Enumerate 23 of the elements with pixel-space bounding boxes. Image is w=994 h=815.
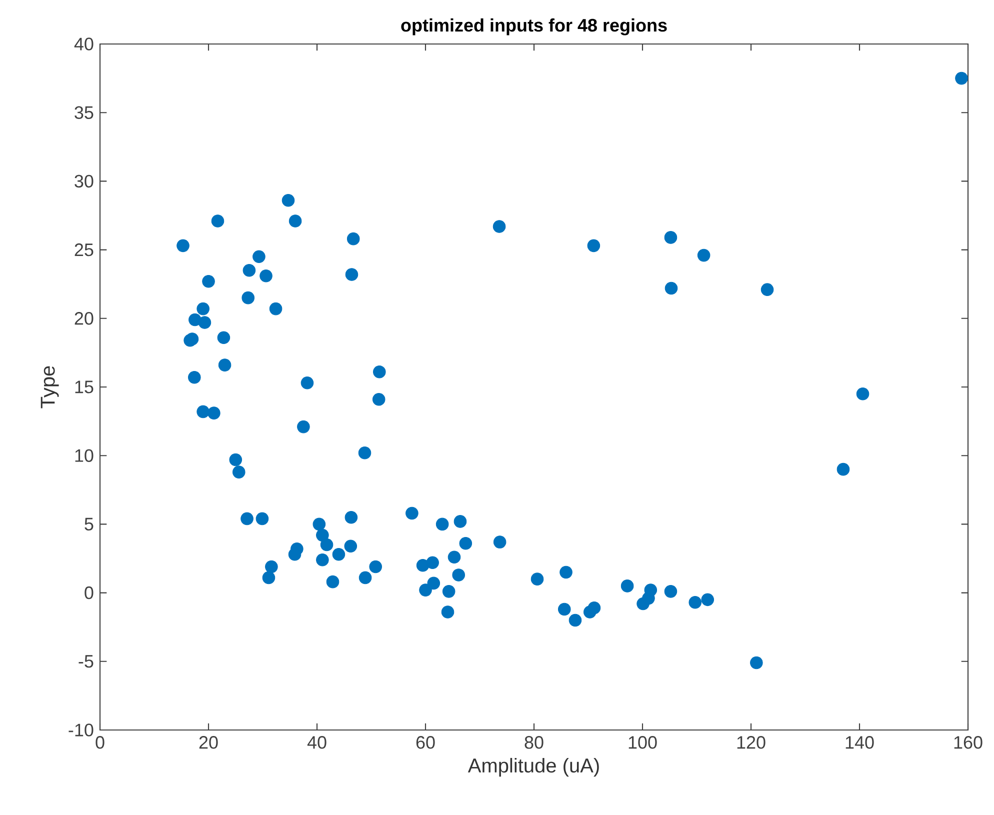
- y-tick-label: 5: [84, 518, 94, 530]
- y-tick-label: 30: [74, 174, 94, 188]
- x-tick-label: 140: [846, 736, 874, 749]
- y-tick-label: 10: [75, 449, 94, 462]
- x-tick-label: 80: [524, 736, 544, 749]
- x-tick-label: 100: [628, 736, 657, 749]
- y-tick-label: 40: [74, 38, 94, 50]
- x-tick-label: 60: [416, 736, 435, 749]
- x-tick-label: 0: [96, 736, 104, 749]
- y-axis-title: Type: [40, 366, 59, 408]
- x-tick-label: 20: [199, 736, 218, 749]
- x-tick-label: 160: [954, 736, 982, 749]
- x-tick-label: 40: [307, 736, 326, 749]
- chart-title: optimized inputs for 48 regions: [401, 18, 667, 36]
- x-axis-title: Amplitude (uA): [468, 758, 599, 777]
- x-tick-label: 120: [737, 736, 766, 749]
- y-tick-label: 15: [75, 380, 94, 394]
- y-tick-label: 25: [74, 243, 94, 256]
- y-tick-label: 35: [74, 106, 94, 119]
- y-tick-label: 0: [84, 586, 94, 600]
- y-tick-label: -5: [78, 655, 94, 668]
- y-tick-label: -10: [68, 724, 94, 736]
- y-tick-label: 20: [74, 312, 94, 325]
